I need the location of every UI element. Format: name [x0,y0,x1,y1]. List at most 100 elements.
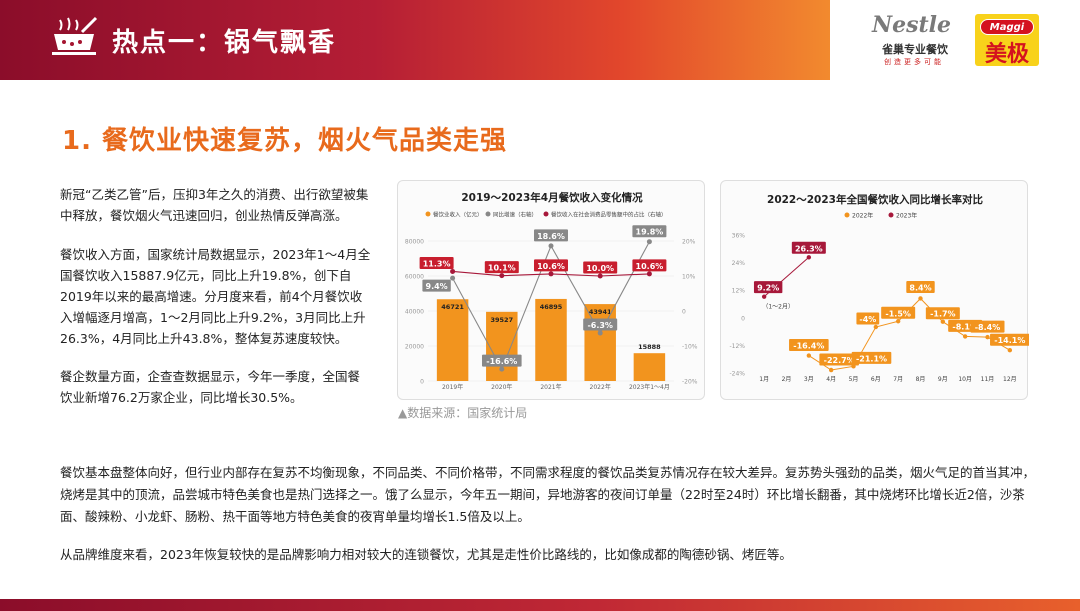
label-2022-bg [881,306,916,319]
header-banner: 热点一：锅气飘香 [0,0,830,80]
revenue-bar [633,353,666,381]
label-2022: -22.7% [824,356,855,365]
hot-pot-icon [52,16,98,55]
legend-label: 2022年 [852,212,873,220]
label-2022-bg [789,339,829,352]
share-label: 10.0% [586,264,614,273]
label-2022-bg [856,312,880,325]
label-2022: -8.1% [952,322,978,331]
maggi-chinese-name: 美极 [984,42,1029,67]
x-tick-label: 3月 [804,376,814,383]
legend-marker [844,212,850,218]
x-tick-label: 10月 [958,376,972,383]
label-2022: 8.4% [909,283,931,292]
y-tick-label: 0 [420,379,424,386]
revenue-value-label: 43941 [589,308,612,316]
y-tick-label: -24% [729,371,745,378]
label-2023-bg [791,241,826,254]
revenue-bar [535,298,567,381]
growth-label: -16.6% [486,357,517,366]
data-source-note: ▲数据来源：国家统计局 [398,406,528,420]
point-2023 [761,294,767,299]
share-label-bg [419,256,454,269]
label-2023: 9.2% [757,284,779,293]
label-2022-bg [851,351,892,364]
x-tick-label: 2021年 [540,383,561,391]
y-tick-label: 12% [732,288,746,295]
maggi-wordmark: Maggi [980,19,1034,35]
legend-label: 同比增速（右轴） [493,211,537,219]
x-tick-label: 8月 [916,376,926,383]
point-2022 [918,296,923,301]
legend-label: 餐饮收入在社会消费品零售额中的占比（右轴） [551,211,667,219]
legend-label: 2023年 [896,212,917,220]
point-2023 [806,255,812,260]
point-2022 [828,367,834,373]
label-2022: -16.4% [793,342,824,351]
brand-paragraph: 从品牌维度来看，2023年恢复较快的是品牌影响力相对较大的连锁餐饮，尤其是走性价… [60,547,792,562]
growth-label-bg [583,318,618,331]
x-tick-label: 12月 [1003,376,1017,383]
section-title: 1. 餐饮业快速复苏，烟火气品类走强 [62,126,508,156]
chart-title: 2022～2023年全国餐饮收入同比增长率对比 [767,193,983,206]
x-tick-label: 4月 [826,376,836,383]
nestle-tagline: 创造更多可能 [884,58,944,66]
annotation-label: （1～2月） [762,304,794,311]
label-2022: -1.7% [930,310,956,319]
y2-tick-label: 10% [682,274,696,281]
share-point [597,273,603,279]
point-2022 [895,319,901,324]
y-tick-label: 0 [741,315,745,322]
x-tick-label: 1月 [759,376,769,383]
share-label: 11.3% [423,259,451,268]
y-tick-label: 60000 [405,274,424,281]
nestle-logo: Nestle 雀巢专业餐饮 创造更多可能 [872,12,962,70]
y2-tick-label: 0 [682,309,686,316]
growth-chart-card: 2022～2023年全国餐饮收入同比增长率对比 2022年 2023年 36% 24% 1… [720,180,1029,400]
share-label: 10.6% [636,262,664,271]
growth-point [646,239,652,245]
label-2022: -1.5% [885,309,911,318]
label-2022-bg [925,307,960,320]
share-label-bg [632,259,667,272]
growth-chart: 2022～2023年全国餐饮收入同比增长率对比 2022年 2023年 36% 24% 1… [729,193,1029,383]
share-label: 10.6% [537,262,565,271]
revenue-bar [584,304,616,381]
growth-point [450,275,456,281]
point-2022 [985,334,990,340]
growth-label-bg [422,279,451,292]
label-2022: -4% [859,315,876,324]
point-2022 [806,353,812,358]
revenue-chart-card: 2019～2023年4月餐饮收入变化情况 餐饮业收入（亿元） 同比增速（右轴） 餐饮收… [397,180,705,400]
label-2022-bg [906,280,935,293]
x-tick-label: 2023年1～4月 [629,383,670,391]
growth-label: 9.4% [426,282,448,291]
share-point [646,271,652,277]
growth-label-bg [632,225,667,238]
revenue-value-label: 46895 [540,303,563,311]
point-2022 [962,334,968,339]
legend-marker [543,211,549,217]
growth-label: 19.8% [636,228,664,237]
growth-point [597,330,603,336]
x-tick-label: 2022年 [590,383,611,391]
share-point [450,268,456,274]
label-2023-bg [753,281,783,294]
point-2022 [851,364,856,369]
share-label-bg [534,259,568,272]
intro-paragraph: 新冠“乙类乙管”后，压抑3年之久的消费、出行欲望被集中释放，餐饮烟火气迅速回归，… [60,187,369,223]
y-tick-label: 24% [732,260,746,267]
revenue-value-label: 46721 [441,303,464,311]
label-2023: 26.3% [795,244,823,253]
label-2022-bg [819,353,859,366]
x-tick-label: 5月 [849,376,859,383]
x-tick-label: 11月 [981,376,995,383]
revenue-value-label: 15888 [638,343,661,351]
page-title: 热点一：锅气飘香 [112,28,337,58]
legend-label: 餐饮业收入（亿元） [433,211,483,219]
y2-tick-label: -10% [682,344,698,351]
nestle-subtitle: 雀巢专业餐饮 [882,43,948,56]
growth-label: 18.6% [537,232,565,241]
y-tick-label: 36% [732,233,746,240]
